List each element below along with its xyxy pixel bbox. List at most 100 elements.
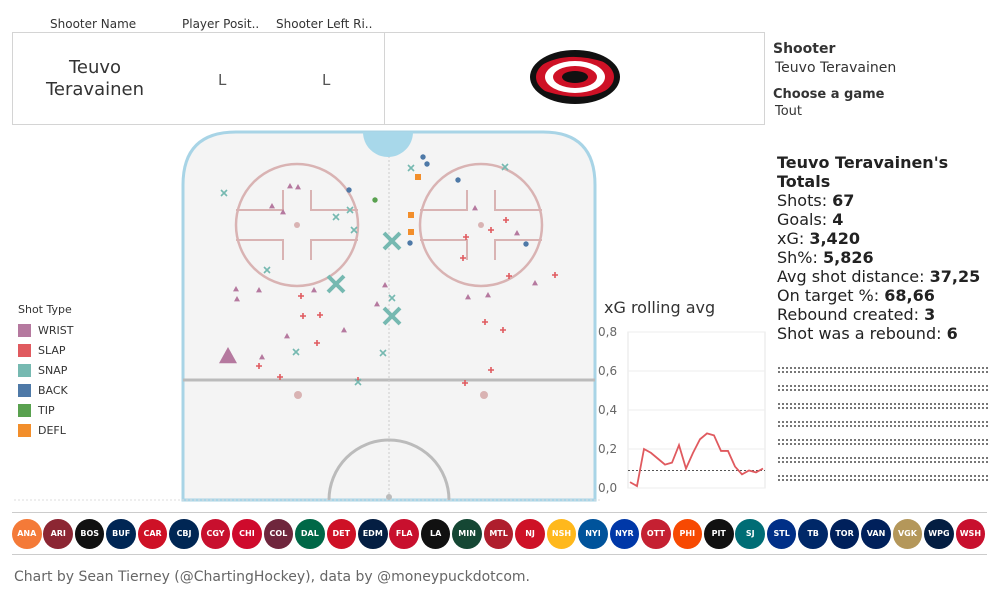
team-logo-nyr-icon[interactable]: NYR (609, 518, 640, 549)
shot-marker[interactable] (354, 378, 362, 386)
shot-marker[interactable] (503, 217, 509, 223)
shot-marker[interactable] (379, 349, 387, 357)
shot-marker[interactable] (317, 312, 323, 318)
shot-marker[interactable] (532, 280, 538, 286)
shot-marker[interactable] (346, 187, 352, 193)
shot-marker[interactable] (407, 164, 415, 172)
shot-marker[interactable] (501, 163, 509, 171)
shot-marker[interactable] (514, 230, 520, 236)
team-logo-tor-icon[interactable]: TOR (829, 518, 860, 549)
shot-marker[interactable] (346, 206, 354, 214)
shot-marker[interactable] (388, 294, 396, 302)
legend-item-back[interactable]: BACK (18, 380, 73, 400)
shot-marker[interactable] (280, 209, 286, 215)
shot-marker[interactable] (292, 348, 300, 356)
shot-map-rink[interactable] (0, 0, 600, 510)
shot-marker[interactable] (408, 229, 414, 235)
shot-marker[interactable] (382, 282, 388, 288)
team-logo-fla-icon[interactable]: FLA (389, 518, 419, 549)
team-logo-det-icon[interactable]: DET (326, 518, 357, 549)
shot-marker[interactable] (415, 174, 421, 180)
team-logo-cbj-icon[interactable]: CBJ (169, 518, 199, 549)
shot-marker[interactable] (332, 213, 340, 221)
column-header-shooter-left-right[interactable]: Shooter Left Ri.. (276, 17, 373, 31)
shot-marker[interactable] (263, 266, 271, 274)
shot-marker[interactable] (233, 286, 239, 292)
shot-marker[interactable] (220, 189, 228, 197)
shot-marker[interactable] (482, 319, 488, 325)
team-logo-buf-icon[interactable]: BUF (106, 518, 136, 549)
shot-marker[interactable] (462, 380, 468, 386)
shot-marker[interactable] (408, 212, 414, 218)
shot-marker[interactable] (472, 205, 478, 211)
team-logo-edm-icon[interactable]: EDM (357, 518, 388, 549)
legend-item-tip[interactable]: TIP (18, 400, 73, 420)
team-logo-nj-icon[interactable]: NJ (515, 518, 545, 549)
shot-marker[interactable] (256, 363, 262, 369)
shot-marker[interactable] (300, 313, 306, 319)
shot-marker[interactable] (298, 293, 304, 299)
shot-marker[interactable] (455, 177, 461, 183)
legend-item-defl[interactable]: DEFL (18, 420, 73, 440)
shooter-filter-value[interactable]: Teuvo Teravainen (775, 60, 897, 76)
shot-marker[interactable] (488, 367, 494, 373)
team-logo-stl-icon[interactable]: STL (766, 518, 797, 549)
shot-marker[interactable] (523, 241, 529, 247)
shot-marker[interactable] (424, 161, 430, 167)
shot-marker[interactable] (219, 347, 237, 364)
team-logo-col-icon[interactable]: COL (263, 518, 294, 549)
team-logo-min-icon[interactable]: MIN (452, 518, 482, 549)
player-name[interactable]: Teuvo Teravainen (45, 57, 144, 100)
shot-marker[interactable] (350, 226, 358, 234)
shot-marker[interactable] (314, 340, 320, 346)
team-logo-vgk-icon[interactable]: VGK (892, 518, 923, 549)
shot-marker[interactable] (485, 292, 491, 298)
game-filter-value[interactable]: Tout (775, 104, 803, 119)
shot-marker[interactable] (382, 306, 402, 326)
shot-marker[interactable] (311, 287, 317, 293)
team-logo-tb-icon[interactable]: TB (798, 518, 828, 549)
team-logo-ana-icon[interactable]: ANA (12, 518, 42, 549)
shot-marker[interactable] (326, 274, 346, 294)
team-logo-phi-icon[interactable]: PHI (672, 518, 703, 549)
shot-marker[interactable] (234, 296, 240, 302)
shot-marker[interactable] (277, 374, 283, 380)
shot-marker[interactable] (500, 327, 506, 333)
team-logo-chi-icon[interactable]: CHI (232, 518, 262, 549)
shot-marker[interactable] (372, 197, 378, 203)
team-logo-van-icon[interactable]: VAN (861, 518, 891, 549)
shot-marker[interactable] (488, 227, 494, 233)
shot-marker[interactable] (407, 240, 413, 246)
legend-item-snap[interactable]: SNAP (18, 360, 73, 380)
team-logo-nyi-icon[interactable]: NYI (578, 518, 608, 549)
shot-marker[interactable] (506, 273, 512, 279)
team-logo-pit-icon[interactable]: PIT (703, 518, 734, 549)
shot-marker[interactable] (465, 294, 471, 300)
shot-marker[interactable] (287, 183, 293, 189)
xg-rolling-chart[interactable]: 0,0 0,2 0,4 0,6 0,8 (595, 318, 770, 503)
team-logo-bos-icon[interactable]: BOS (74, 518, 105, 549)
xg-series-line[interactable] (629, 432, 764, 488)
team-logo-ari-icon[interactable]: ARI (43, 518, 74, 549)
team-logo-mtl-icon[interactable]: MTL (483, 518, 514, 549)
legend-item-slap[interactable]: SLAP (18, 340, 73, 360)
shot-marker[interactable] (463, 234, 469, 240)
shot-marker[interactable] (284, 333, 290, 339)
shooter-hand-value[interactable]: L (322, 71, 331, 89)
team-logo-dal-icon[interactable]: DAL (295, 518, 325, 549)
shot-marker[interactable] (256, 287, 262, 293)
team-logo-ott-icon[interactable]: OTT (641, 518, 671, 549)
shot-marker[interactable] (382, 231, 402, 251)
shot-marker[interactable] (552, 272, 558, 278)
team-logo-la-icon[interactable]: LA (420, 518, 451, 549)
shot-marker[interactable] (269, 203, 275, 209)
team-logo-wpg-icon[interactable]: WPG (924, 518, 954, 549)
column-header-shooter-name[interactable]: Shooter Name (50, 17, 137, 31)
team-logo-car-icon[interactable]: CAR (137, 518, 168, 549)
shot-marker[interactable] (420, 154, 426, 160)
shot-marker[interactable] (295, 184, 301, 190)
shot-marker[interactable] (374, 301, 380, 307)
legend-item-wrist[interactable]: WRIST (18, 320, 73, 340)
team-logo-nsh-icon[interactable]: NSH (546, 518, 577, 549)
player-position-value[interactable]: L (218, 71, 227, 89)
